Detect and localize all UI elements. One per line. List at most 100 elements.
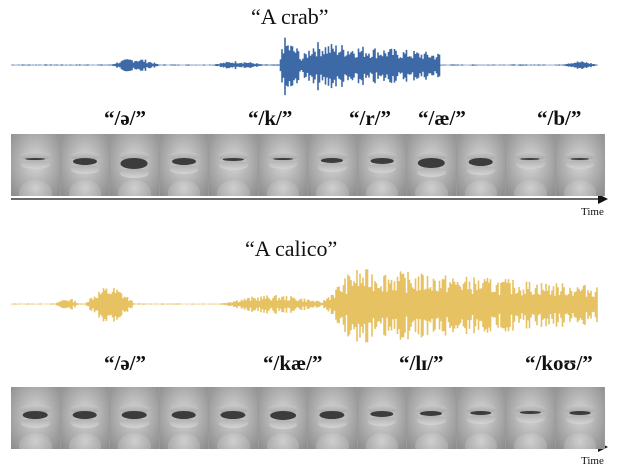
chin-shape <box>365 433 398 449</box>
mouth-opening <box>420 411 443 416</box>
panel2-face-frame <box>159 387 209 449</box>
upper-lip <box>69 405 100 413</box>
panel2-face-frame <box>407 387 457 449</box>
chin-shape <box>415 433 448 449</box>
mouth-opening <box>418 158 445 168</box>
chin-shape <box>167 433 200 449</box>
panel1-time-label: Time <box>581 206 604 218</box>
upper-lip <box>218 152 249 160</box>
mouth-opening <box>321 158 344 163</box>
upper-lip <box>465 152 496 160</box>
panel2-phoneme-1: “/ə/” <box>104 351 146 375</box>
lower-lip <box>120 418 149 428</box>
upper-lip <box>366 152 397 160</box>
panel2-face-frame <box>209 387 259 449</box>
panel1-face-frame <box>60 134 110 196</box>
mouth-opening <box>25 158 46 161</box>
mouth-opening <box>370 411 394 418</box>
chin-shape <box>217 433 250 449</box>
mouth-opening <box>269 411 296 421</box>
lower-lip <box>417 415 446 425</box>
panel2-face-frame <box>555 387 605 449</box>
upper-lip <box>465 405 496 413</box>
chin-shape <box>266 433 299 449</box>
upper-lip <box>515 405 546 413</box>
panel1-face-frame <box>209 134 259 196</box>
lower-lip <box>318 419 347 429</box>
panel1-face-strip <box>11 134 605 196</box>
panel1-face-frame <box>258 134 308 196</box>
upper-lip <box>20 405 51 413</box>
mouth-opening <box>171 158 196 165</box>
upper-lip <box>317 152 348 160</box>
lower-lip <box>516 159 545 169</box>
mouth-opening <box>468 158 494 166</box>
panel1-face-frame <box>407 134 457 196</box>
chin-shape <box>68 433 101 449</box>
panel1-face-frame <box>555 134 605 196</box>
panel2-face-frame <box>258 387 308 449</box>
chin-shape <box>167 180 200 196</box>
chin-shape <box>563 433 596 449</box>
panel2-face-frame <box>11 387 61 449</box>
lower-lip <box>268 160 297 170</box>
mouth-opening <box>569 411 591 415</box>
lower-lip <box>70 418 99 428</box>
panel1-face-frame <box>308 134 358 196</box>
panel1-face-frame <box>357 134 407 196</box>
chin-shape <box>19 433 52 449</box>
panel2-title: “A calico” <box>245 236 338 261</box>
panel2-waveform-path <box>11 269 598 343</box>
upper-lip <box>564 152 595 160</box>
panel1-phoneme-4: “/æ/” <box>418 106 466 130</box>
lower-lip <box>565 159 594 169</box>
chin-shape <box>316 180 349 196</box>
mouth-opening <box>272 158 293 161</box>
chin-shape <box>365 180 398 196</box>
lower-lip <box>21 160 50 170</box>
mouth-opening <box>171 411 197 419</box>
panel1-phoneme-1: “/ə/” <box>104 106 146 130</box>
chin-shape <box>118 180 151 196</box>
panel1-time-arrow <box>598 194 608 204</box>
panel1-waveform-path <box>11 37 598 96</box>
chin-shape <box>563 180 596 196</box>
panel2-face-frame <box>456 387 506 449</box>
chin-shape <box>217 180 250 196</box>
lower-lip <box>516 413 545 423</box>
mouth-opening <box>520 411 541 414</box>
panel2-phoneme-3: “/lɪ/” <box>399 351 444 375</box>
upper-lip <box>69 152 100 160</box>
mouth-opening <box>121 411 147 419</box>
mouth-opening <box>223 158 244 161</box>
lower-lip <box>466 415 495 425</box>
chin-shape <box>118 433 151 449</box>
upper-lip <box>168 152 199 160</box>
panel1-face-frame <box>506 134 556 196</box>
upper-lip <box>515 152 546 160</box>
panel1-phoneme-2: “/k/” <box>248 106 293 130</box>
mouth-opening <box>319 411 345 420</box>
panel2-face-frame <box>110 387 160 449</box>
upper-lip <box>366 405 397 413</box>
upper-lip <box>267 152 298 160</box>
lower-lip <box>565 414 594 424</box>
chin-shape <box>316 433 349 449</box>
chin-shape <box>464 433 497 449</box>
panel2-face-frame <box>506 387 556 449</box>
upper-lip <box>267 405 298 413</box>
chin-shape <box>415 180 448 196</box>
panel2-time-label: Time <box>581 455 604 467</box>
lower-lip <box>21 418 50 428</box>
upper-lip <box>416 152 447 160</box>
mouth-opening <box>22 411 48 419</box>
upper-lip <box>20 152 51 160</box>
chin-shape <box>514 180 547 196</box>
upper-lip <box>168 405 199 413</box>
lower-lip <box>120 168 149 178</box>
panel1-phoneme-5: “/b/” <box>537 106 582 130</box>
chin-shape <box>514 433 547 449</box>
panel2-face-frame <box>60 387 110 449</box>
panel1-phoneme-3: “/r/” <box>349 106 391 130</box>
mouth-opening <box>220 411 246 420</box>
